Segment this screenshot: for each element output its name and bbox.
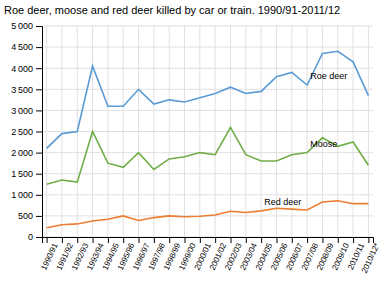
axis-line [43, 238, 374, 244]
tick-mark [36, 47, 42, 48]
tick: 2 000 [11, 148, 42, 158]
grid-line [153, 26, 154, 237]
tick-label: 3 000 [11, 106, 33, 116]
tick-mark [246, 237, 247, 243]
grid-line [42, 26, 373, 27]
tick-mark [36, 153, 42, 154]
tick-mark [36, 174, 42, 175]
tick-label: 2 000 [11, 148, 33, 158]
plot: 0 500 1 000 1 500 2 000 2 500 3 000 3 500 4 000 4… [11, 21, 381, 274]
tick-mark [169, 237, 170, 243]
grid-line [337, 26, 338, 237]
tick: 5 000 [11, 21, 42, 31]
tick: 3 000 [11, 106, 42, 116]
tick-mark [36, 216, 42, 217]
tick-label: 2 500 [11, 127, 33, 137]
tick: 3 500 [11, 85, 42, 95]
chart: Roe deer, moose and red deer killed by c… [0, 0, 387, 289]
grid-line [199, 26, 200, 237]
tick-mark [338, 237, 339, 243]
tick-mark [77, 237, 78, 243]
tick: 1 500 [11, 169, 42, 179]
grid-line [42, 47, 373, 48]
axis-line [36, 27, 43, 238]
tick: 4 000 [11, 64, 42, 74]
tick-label: 2010/12* [360, 242, 382, 275]
grid-line [215, 26, 216, 237]
tick-mark [62, 237, 63, 243]
tick-mark [154, 237, 155, 243]
tick-label: 4 000 [11, 64, 33, 74]
grid-line [230, 26, 231, 237]
grid-line [368, 26, 369, 237]
series-label: Roe deer [310, 71, 347, 81]
tick-mark [108, 237, 109, 243]
tick: 4 500 [11, 42, 42, 52]
lines [47, 51, 369, 227]
series-line [47, 127, 369, 184]
tick: 1 000 [11, 190, 42, 200]
title: Roe deer, moose and red deer killed by c… [4, 4, 340, 16]
grid [42, 26, 373, 237]
tick-mark [36, 132, 42, 133]
grid-line [307, 26, 308, 237]
grid-line [261, 26, 262, 237]
grid-line [322, 26, 323, 237]
series-line [47, 201, 369, 228]
grid-line [46, 26, 47, 237]
grid-line [245, 26, 246, 237]
grid-line [169, 26, 170, 237]
grid-line [184, 26, 185, 237]
series-labels: Roe deer Moose Red deer [264, 71, 347, 207]
tick-mark [368, 237, 369, 243]
tick-label: 1 500 [11, 169, 33, 179]
tick: 2010/12* [360, 237, 382, 275]
tick-mark [36, 237, 42, 238]
tick-mark [230, 237, 231, 243]
tick-label: 3 500 [11, 85, 33, 95]
tick: 500 [18, 211, 42, 221]
series-label: Red deer [264, 197, 301, 207]
tick-mark [276, 237, 277, 243]
tick-mark [36, 110, 42, 111]
series-label: Moose [310, 139, 337, 149]
grid-line [42, 89, 373, 90]
tick-label: 0 [28, 232, 33, 242]
tick: 2 500 [11, 127, 42, 137]
grid-line [138, 26, 139, 237]
tick-label: 500 [18, 211, 33, 221]
grid-line [42, 110, 373, 111]
y-axis: 0 500 1 000 1 500 2 000 2 500 3 000 3 500 4 000 4… [11, 21, 42, 242]
tick-mark [200, 237, 201, 243]
tick-label: 4 500 [11, 42, 33, 52]
tick-mark [36, 89, 42, 90]
tick-mark [261, 237, 262, 243]
tick-label: 5 000 [11, 21, 33, 31]
tick-mark [215, 237, 216, 243]
tick-mark [322, 237, 323, 243]
tick-mark [307, 237, 308, 243]
grid-line [42, 194, 373, 195]
tick-mark [185, 237, 186, 243]
tick-mark [292, 237, 293, 243]
grid-line [123, 26, 124, 237]
tick-mark [47, 237, 48, 243]
grid-line [42, 173, 373, 174]
tick-mark [36, 68, 42, 69]
tick-mark [36, 195, 42, 196]
grid-line [61, 26, 62, 237]
series-line [47, 51, 369, 148]
tick: 0 [28, 232, 42, 242]
tick-mark [93, 237, 94, 243]
tick-mark [139, 237, 140, 243]
tick-label: 1 000 [11, 190, 33, 200]
tick-mark [123, 237, 124, 243]
grid-line [353, 26, 354, 237]
x-axis: 1990/911991/921992/931993/941994/951995/… [39, 237, 381, 275]
tick-mark [36, 26, 42, 27]
tick-mark [353, 237, 354, 243]
grid-line [107, 26, 108, 237]
